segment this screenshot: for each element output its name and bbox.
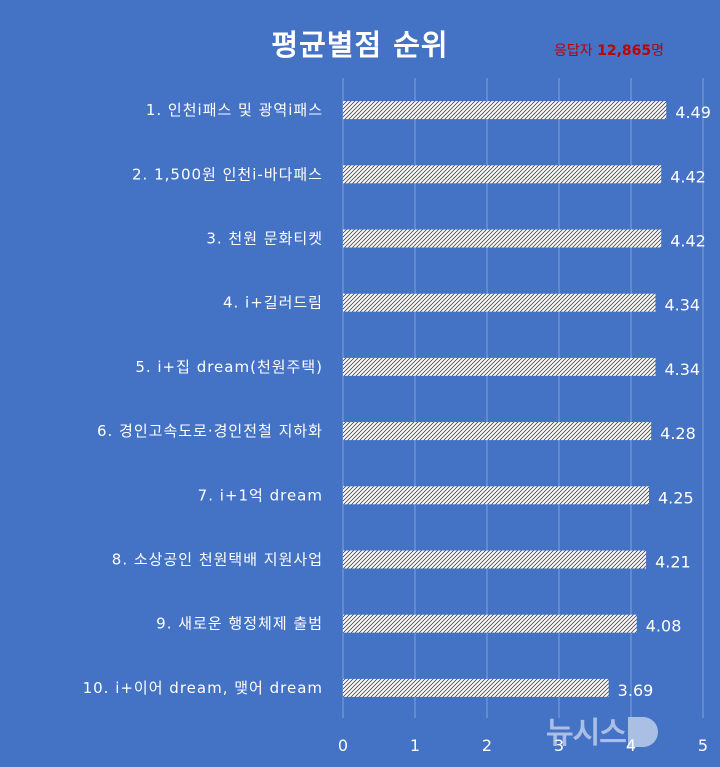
value-label: 4.42 [670,232,706,251]
category-label: 4. i+길러드림 [223,294,323,312]
respondent-value: 12,865 [597,43,652,59]
bar [343,101,667,120]
bar [343,165,662,184]
bar [343,293,656,312]
value-label: 4.34 [664,296,700,315]
respondent-count: 응답자 12,865명 [554,40,664,60]
category-label: 1. 인천i패스 및 광역i패스 [146,101,323,119]
category-label: 6. 경인고속도로·경인전철 지하화 [97,422,323,440]
chart-title: 평균별점 순위 [271,28,449,62]
respondent-label: 응답자 [554,43,593,59]
bar [343,357,656,376]
watermark-shape [627,717,658,747]
x-tick-label: 1 [410,736,420,755]
category-label: 5. i+집 dream(천원주택) [135,358,323,376]
bar [343,422,652,441]
x-tick-label: 2 [482,736,492,755]
bars [343,101,667,697]
watermark-text: 뉴시스 [546,716,627,751]
category-label: 10. i+이어 dream, 맺어 dream [83,679,323,697]
value-label: 4.08 [646,617,682,636]
bar [343,229,662,248]
x-tick-label: 3 [554,736,564,755]
value-label: 4.34 [664,360,700,379]
bar [343,614,637,633]
bar [343,550,647,569]
watermark-logo: 뉴시스 [546,708,658,752]
bar [343,678,609,697]
bar [343,486,649,505]
category-label: 7. i+1억 dream [198,486,323,504]
value-label: 4.21 [655,553,691,572]
gridlines [342,78,704,718]
category-label: 2. 1,500원 인천i-바다패스 [132,165,323,183]
category-label: 8. 소상공인 천원택배 지원사업 [112,551,323,569]
respondent-unit: 명 [651,43,665,59]
value-label: 4.42 [670,167,706,186]
value-label: 3.69 [618,681,654,700]
x-tick-label: 5 [698,736,708,755]
value-labels: 4.49 4.42 4.42 4.34 4.34 4.28 4.25 4.21 4.08 3.69 [618,103,711,700]
value-label: 4.28 [660,424,696,443]
category-labels: 1. 인천i패스 및 광역i패스 2. 1,500원 인천i-바다패스 3. 천원 … [83,101,323,697]
value-label: 4.25 [658,488,694,507]
category-label: 9. 새로운 행정체제 출범 [156,615,323,633]
x-tick-label: 0 [338,736,348,755]
value-label: 4.49 [675,103,711,122]
category-label: 3. 천원 문화티켓 [206,230,323,248]
